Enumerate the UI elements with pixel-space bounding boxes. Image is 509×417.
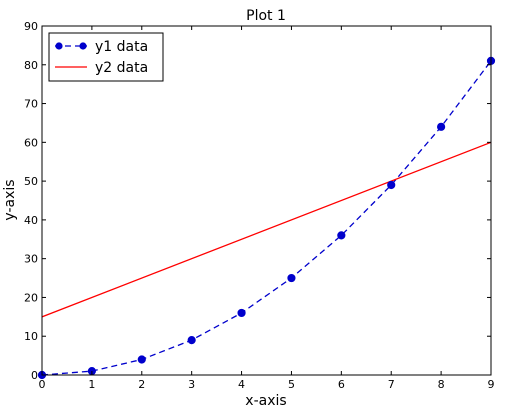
x-tick-label: 8 (438, 378, 445, 391)
x-tick-label: 2 (138, 378, 145, 391)
series-line-2 (42, 141, 491, 318)
y-tick-label: 10 (24, 330, 38, 343)
plot-frame (41, 25, 492, 376)
x-tick-label: 5 (288, 378, 295, 391)
series-1-point-4 (187, 336, 196, 345)
y-tick-label: 20 (24, 291, 38, 304)
series-1-point-7 (337, 231, 346, 240)
y-tick-label: 60 (24, 136, 38, 149)
legend-box (48, 32, 164, 82)
x-tick-label: 3 (188, 378, 195, 391)
x-tick-label: 0 (39, 378, 46, 391)
y-tick-label: 30 (24, 253, 38, 266)
legend-label-1: y1 data (95, 39, 148, 55)
chart-title: Plot 1 (246, 8, 286, 24)
plot-area (37, 25, 496, 380)
series-1-point-3 (137, 355, 146, 364)
x-tick-label: 9 (488, 378, 495, 391)
x-tick-label: 1 (88, 378, 95, 391)
x-tick-label: 6 (338, 378, 345, 391)
legend-marker (79, 42, 87, 50)
legend: y1 data y2 data (48, 32, 164, 82)
y-tick-label: 70 (24, 98, 38, 111)
legend-label-2: y2 data (95, 60, 148, 76)
x-axis-label: x-axis (245, 393, 286, 409)
x-tick-label: 4 (238, 378, 245, 391)
series-line-1 (42, 60, 491, 375)
x-tick-label: 7 (388, 378, 395, 391)
series-1-point-9 (437, 122, 446, 131)
y-axis-label: y-axis (2, 179, 18, 220)
y-tick-label: 80 (24, 59, 38, 72)
series-1-point-8 (387, 180, 396, 190)
y-tick-label: 90 (24, 20, 38, 33)
y-tick-label: 50 (24, 175, 38, 188)
y-tick-label: 0 (31, 369, 38, 382)
series-1-point-6 (287, 273, 296, 283)
series-1-point-5 (237, 308, 246, 318)
legend-marker (55, 42, 63, 50)
y-tick-label: 40 (24, 214, 38, 227)
